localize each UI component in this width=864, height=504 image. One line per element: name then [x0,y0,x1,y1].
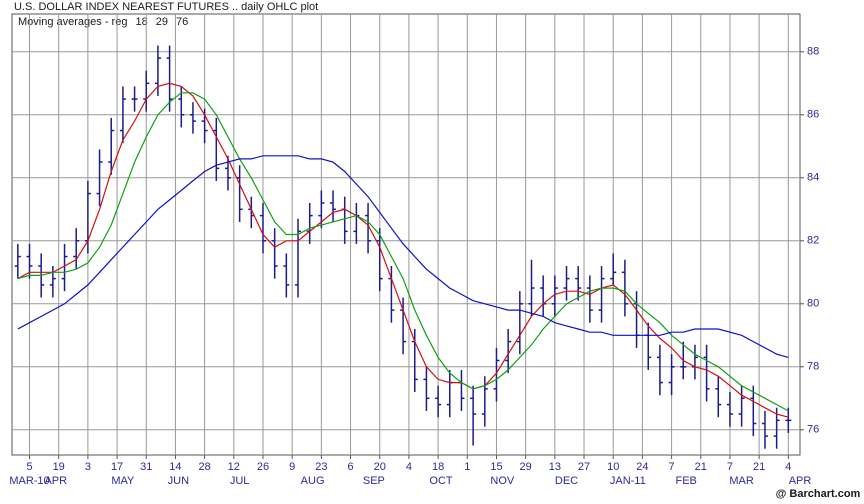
x-tick-label: 7 [727,461,733,473]
month-label: OCT [429,475,453,487]
x-tick-label: 18 [432,461,444,473]
x-tick-label: 10 [607,461,619,473]
x-tick-label: 17 [111,461,123,473]
month-label: MAR-10 [9,475,49,487]
y-tick-label: 80 [807,298,819,310]
x-tick-label: 7 [669,461,675,473]
x-tick-label: 9 [289,461,295,473]
y-tick-label: 88 [807,46,819,58]
x-tick-label: 12 [228,461,240,473]
x-tick-label: 4 [406,461,412,473]
chart-title: U.S. DOLLAR INDEX NEAREST FUTURES .. dai… [14,1,318,13]
month-label: JUL [230,475,250,487]
month-label: APR [44,475,67,487]
month-label: AUG [301,475,325,487]
month-label: NOV [490,475,515,487]
month-label: APR [789,475,812,487]
legend-entry: 76 [176,16,188,28]
x-tick-label: 21 [753,461,765,473]
y-tick-label: 76 [807,424,819,436]
month-label: FEB [675,475,696,487]
x-tick-label: 27 [578,461,590,473]
x-tick-label: 4 [785,461,791,473]
y-tick-label: 78 [807,361,819,373]
y-tick-label: 82 [807,235,819,247]
x-tick-label: 24 [636,461,648,473]
y-tick-label: 84 [807,172,819,184]
month-label: MAR [729,475,754,487]
moving-average-line [17,82,789,418]
moving-average-line [17,155,789,358]
x-tick-label: 20 [374,461,386,473]
x-tick-label: 14 [169,461,181,473]
y-tick-label: 86 [807,109,819,121]
legend-title: Moving averages - reg [18,16,127,28]
footer: @ Barchart.com [776,488,861,500]
x-tick-label: 15 [490,461,502,473]
x-tick-label: 26 [257,461,269,473]
x-tick-label: 1 [464,461,470,473]
x-tick-label: 21 [695,461,707,473]
x-tick-label: 29 [520,461,532,473]
month-label: DEC [555,475,578,487]
month-label: MAY [111,475,135,487]
x-tick-label: 19 [53,461,65,473]
legend-entry: 29 [156,16,168,28]
month-label: JUN [168,475,189,487]
x-tick-label: 23 [315,461,327,473]
plot-frame [11,13,801,456]
x-tick-label: 3 [85,461,91,473]
x-tick-label: 28 [198,461,210,473]
x-tick-label: 5 [26,461,32,473]
month-label: JAN-11 [610,475,646,487]
legend-entry: 18 [135,16,147,28]
x-tick-label: 31 [140,461,152,473]
month-label: SEP [363,475,385,487]
moving-average-line [17,92,789,412]
x-tick-label: 6 [347,461,353,473]
x-tick-label: 13 [549,461,561,473]
